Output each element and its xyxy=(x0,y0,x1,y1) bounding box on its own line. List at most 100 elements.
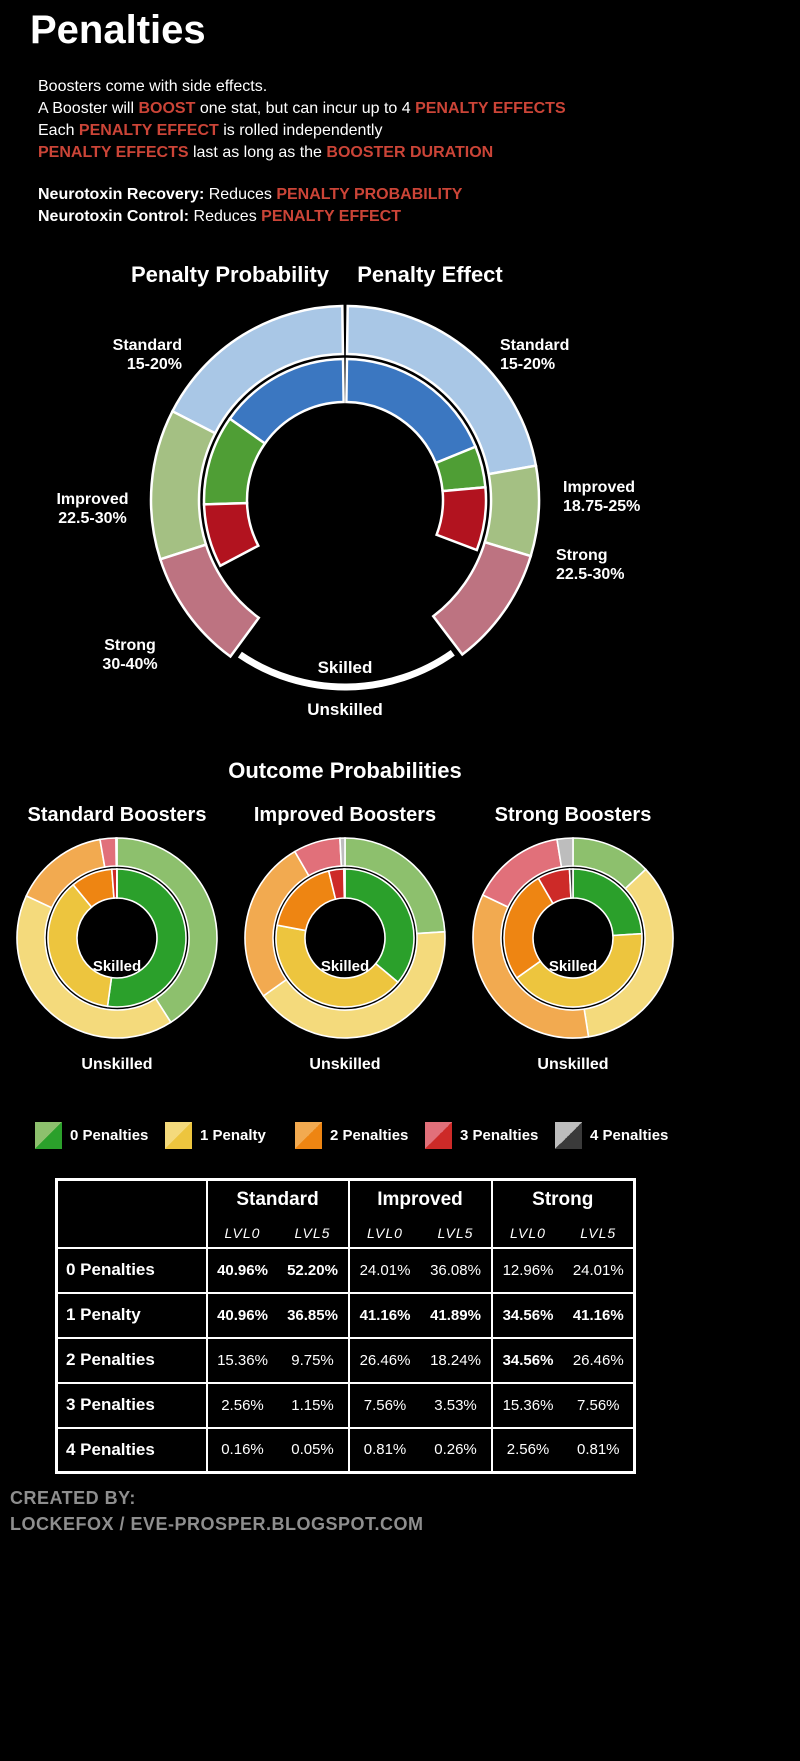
skilled-0-penalties xyxy=(344,868,415,984)
label-effect-standard: Standard 15-20% xyxy=(500,337,570,373)
legend-item: 0 Penalties xyxy=(35,1122,165,1149)
column-header-standard-lvl0: LVL0 xyxy=(224,1225,261,1241)
unskilled-4-penalties xyxy=(556,837,574,868)
penalty-effect-title: Penalty Effect xyxy=(357,262,503,287)
column-group-standard: Standard xyxy=(236,1189,319,1211)
legend-label: 3 Penalties xyxy=(460,1127,539,1144)
improved-boosters-donut xyxy=(244,837,446,1039)
unskilled-1-penalty xyxy=(262,930,446,1039)
table-cell: 0.81% xyxy=(576,1441,620,1459)
legend-label: 0 Penalties xyxy=(70,1127,149,1144)
standard-unskilled-label: Unskilled xyxy=(81,1056,153,1073)
intro-note-recovery: Neurotoxin Recovery: Reduces PENALTY PRO… xyxy=(38,184,698,206)
table-cell: 36.08% xyxy=(430,1261,481,1279)
skilled-1-penalty xyxy=(47,883,113,1008)
table-cell: 24.01% xyxy=(572,1261,624,1279)
text-segment: Boosters come with side effects. xyxy=(38,78,268,95)
row-label: 4 Penalties xyxy=(56,1427,208,1473)
table-cell: 40.96% xyxy=(217,1306,268,1324)
column-header-strong-lvl5: LVL5 xyxy=(580,1225,617,1241)
intro-line: Each PENALTY EFFECT is rolled independen… xyxy=(38,120,698,142)
row-label: 2 Penalties xyxy=(56,1337,208,1383)
text-segment: Reduces xyxy=(204,186,277,203)
effect-unskilled-strong xyxy=(431,540,533,657)
highlighted-text: PENALTY EFFECTS xyxy=(415,100,566,117)
probability-unskilled-strong xyxy=(158,543,261,659)
penalty-skilled-label: Skilled xyxy=(317,658,373,677)
table-cell: 0.81% xyxy=(347,1427,421,1473)
improved-boosters-title: Improved Boosters xyxy=(253,804,437,826)
table-cell: 41.16% xyxy=(347,1292,421,1338)
text-segment: is rolled independently xyxy=(218,122,383,139)
intro-text: Boosters come with side effects. A Boost… xyxy=(38,76,698,228)
label-probability-standard: Standard 15-20% xyxy=(112,337,182,373)
text-segment: Each xyxy=(38,122,79,139)
legend-item: 4 Penalties xyxy=(555,1122,685,1149)
penalty-donut-chart xyxy=(149,304,541,691)
table-cell: 0.26% xyxy=(434,1441,477,1459)
column-header-improved-lvl5: LVL5 xyxy=(437,1225,474,1241)
standard-boosters-donut xyxy=(16,837,218,1039)
table-row: 0 Penalties 40.96% 52.20% 24.01% 36.08% 12.96… xyxy=(56,1247,635,1293)
highlighted-text: PENALTY EFFECTS xyxy=(38,144,189,161)
strong-skilled-label: Skilled xyxy=(548,958,598,975)
table-cell: 2.56% xyxy=(221,1396,264,1414)
probability-skilled-standard xyxy=(228,357,345,446)
footer-credit: LOCKEFOX / EVE-PROSPER.BLOGSPOT.COM xyxy=(10,1514,424,1534)
highlighted-text: PENALTY EFFECT xyxy=(78,122,219,139)
strong-unskilled-label: Unskilled xyxy=(537,1056,609,1073)
text-segment: A Booster will xyxy=(38,100,139,117)
highlighted-text: PENALTY EFFECT xyxy=(261,208,401,225)
skilled-0-penalties xyxy=(106,868,187,1008)
row-label: 0 Penalties xyxy=(56,1247,208,1293)
table-cell: 2.56% xyxy=(490,1427,564,1473)
legend-swatch-2-penalties xyxy=(295,1122,322,1149)
improved-unskilled-label: Unskilled xyxy=(309,1056,381,1073)
highlighted-text: PENALTY PROBABILITY xyxy=(276,186,463,203)
row-label: 3 Penalties xyxy=(56,1382,208,1428)
table-corner-cell xyxy=(56,1179,208,1248)
standard-boosters-title: Standard Boosters xyxy=(27,804,207,826)
legend-label: 1 Penalty xyxy=(200,1127,266,1144)
column-group-improved: Improved xyxy=(347,1179,492,1220)
penalty-probability-title: Penalty Probability xyxy=(130,262,330,287)
table-cell: 26.46% xyxy=(572,1351,624,1369)
label-probability-strong: Strong 30-40% xyxy=(102,637,158,673)
table-cell: 15.36% xyxy=(217,1351,268,1369)
text-segment: Neurotoxin Control: xyxy=(38,208,190,225)
label-probability-improved: Improved 22.5-30% xyxy=(56,491,129,527)
highlighted-text: BOOSTER DURATION xyxy=(326,144,494,161)
legend-swatch-4-penalties xyxy=(555,1122,582,1149)
table-cell: 7.56% xyxy=(347,1382,421,1428)
table-cell: 41.89% xyxy=(430,1306,481,1324)
skilled-4-penalties xyxy=(568,868,574,899)
penalty-unskilled-label: Unskilled xyxy=(307,700,383,719)
text-segment: last as long as the xyxy=(188,144,327,161)
column-header-strong-lvl0: LVL0 xyxy=(490,1219,564,1248)
legend-item: 2 Penalties xyxy=(295,1122,425,1149)
intro-line: Boosters come with side effects. xyxy=(38,76,698,98)
outcome-table-body: 0 Penalties 40.96% 52.20% 24.01% 36.08% 12.96… xyxy=(56,1247,635,1473)
probability-skilled-improved xyxy=(202,416,267,506)
label-effect-strong: Strong 22.5-30% xyxy=(556,547,625,583)
probability-skilled-strong xyxy=(202,501,260,568)
table-cell: 12.96% xyxy=(490,1247,564,1293)
table-row: 2 Penalties 15.36% 9.75% 26.46% 18.24% 34.56%… xyxy=(56,1337,635,1383)
strong-boosters-donut xyxy=(472,837,674,1039)
table-cell: 24.01% xyxy=(347,1247,421,1293)
table-cell: 26.46% xyxy=(347,1337,421,1383)
row-label: 1 Penalty xyxy=(56,1292,208,1338)
table-row: 1 Penalty 40.96% 36.85% 41.16% 41.89% 34.56% 4… xyxy=(56,1292,635,1338)
footer-created-by: CREATED BY: xyxy=(10,1488,136,1508)
legend-label: 2 Penalties xyxy=(330,1127,409,1144)
table-cell: 41.16% xyxy=(572,1306,624,1324)
intro-line: PENALTY EFFECTS last as long as the BOOS… xyxy=(38,142,698,164)
table-cell: 34.56% xyxy=(490,1337,564,1383)
table-cell: 9.75% xyxy=(291,1351,334,1369)
table-cell: 15.36% xyxy=(490,1382,564,1428)
intro-note-control: Neurotoxin Control: Reduces PENALTY EFFE… xyxy=(38,206,698,228)
skilled-4-penalties xyxy=(343,868,346,899)
table-cell: 7.56% xyxy=(576,1396,620,1414)
standard-skilled-label: Skilled xyxy=(92,958,142,975)
highlighted-text: BOOST xyxy=(138,100,196,117)
